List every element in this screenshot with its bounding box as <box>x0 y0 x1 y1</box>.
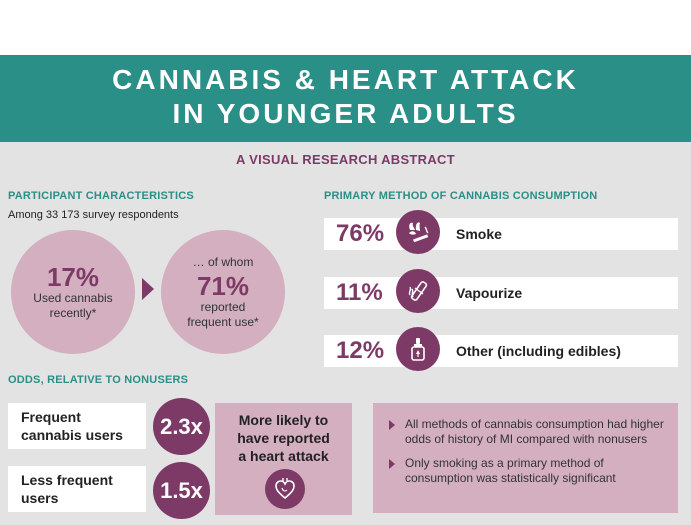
vape-icon <box>396 269 440 313</box>
methods-heading: PRIMARY METHOD OF CANNABIS CONSUMPTION <box>324 190 598 202</box>
page-title: CANNABIS & HEART ATTACK IN YOUNGER ADULT… <box>0 63 691 131</box>
less-frequent-odds-badge: 1.5x <box>153 462 210 519</box>
frequent-use-pct: 71% <box>196 270 250 301</box>
less-frequent-users-line1: Less frequent <box>21 472 113 488</box>
method-pct: 11% <box>336 279 383 306</box>
arrow-right-icon <box>142 278 154 300</box>
cigarette-icon <box>396 210 440 254</box>
recent-use-line1: Used cannabis <box>33 291 113 305</box>
method-label: Other (including edibles) <box>456 343 621 359</box>
more-likely-line3: a heart attack <box>238 448 329 464</box>
less-frequent-users-label: Less frequent users <box>8 466 146 512</box>
frequent-use-line1: reported <box>200 299 246 314</box>
less-frequent-users-line2: users <box>21 490 59 506</box>
method-label: Smoke <box>456 226 502 242</box>
finding-text: All methods of cannabis consumption had … <box>405 417 664 446</box>
title-line-1: CANNABIS & HEART ATTACK <box>112 64 579 95</box>
recent-use-circle: 17% Used cannabis recently* <box>11 230 135 354</box>
subtitle: A VISUAL RESEARCH ABSTRACT <box>236 152 455 167</box>
frequent-use-line2: frequent use* <box>187 314 259 329</box>
method-row-vapourize: 11% Vapourize <box>324 269 678 313</box>
heart-icon <box>265 469 305 509</box>
method-pct: 12% <box>336 337 385 364</box>
bullet-triangle-icon <box>389 459 395 469</box>
participants-heading: PARTICIPANT CHARACTERISTICS <box>8 190 194 202</box>
method-pct: 76% <box>336 220 385 247</box>
more-likely-line2: have reported <box>237 430 330 446</box>
finding-text: Only smoking as a primary method of cons… <box>405 456 616 485</box>
title-line-2: IN YOUNGER ADULTS <box>172 98 519 129</box>
recent-use-line2: recently* <box>49 306 97 320</box>
frequent-use-circle: … of whom 71% reported frequent use* <box>161 230 285 354</box>
frequent-odds-badge: 2.3x <box>153 398 210 455</box>
finding-item: All methods of cannabis consumption had … <box>389 417 670 447</box>
more-likely-line1: More likely to <box>238 412 329 428</box>
dropper-bottle-icon <box>396 327 440 371</box>
frequent-users-label: Frequent cannabis users <box>8 403 146 449</box>
frequent-use-pre: … of whom <box>192 254 254 269</box>
method-row-smoke: 76% Smoke <box>324 210 678 254</box>
method-label: Vapourize <box>456 285 523 301</box>
recent-use-pct: 17% <box>46 262 100 292</box>
frequent-users-line2: cannabis users <box>21 427 123 443</box>
title-banner <box>0 55 691 142</box>
respondents-note: Among 33 173 survey respondents <box>8 209 179 221</box>
finding-item: Only smoking as a primary method of cons… <box>389 456 670 486</box>
method-row-other: 12% Other (including edibles) <box>324 327 678 371</box>
bullet-triangle-icon <box>389 420 395 430</box>
odds-heading: ODDS, RELATIVE TO NONUSERS <box>8 374 189 386</box>
frequent-users-line1: Frequent <box>21 409 81 425</box>
findings-box: All methods of cannabis consumption had … <box>373 403 678 513</box>
